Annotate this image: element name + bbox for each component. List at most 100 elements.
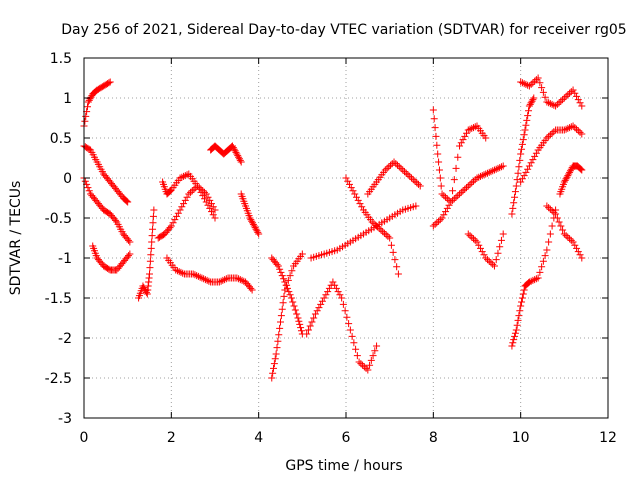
series-arc-h <box>163 254 256 294</box>
data-point <box>482 254 490 262</box>
data-point <box>435 217 443 225</box>
series-arc-y <box>556 162 586 198</box>
data-point <box>483 256 491 264</box>
data-point <box>270 364 278 372</box>
data-point <box>273 260 281 268</box>
data-point <box>406 172 414 180</box>
data-point <box>509 204 517 212</box>
data-point <box>532 76 540 84</box>
data-point <box>522 121 530 129</box>
data-point <box>285 288 293 296</box>
data-point <box>430 115 438 123</box>
data-point <box>449 187 457 195</box>
data-point <box>221 276 229 284</box>
data-point <box>560 94 568 102</box>
data-point <box>452 164 460 172</box>
data-point <box>146 264 154 272</box>
data-point <box>560 126 568 134</box>
data-point <box>123 197 131 205</box>
data-point <box>84 98 92 106</box>
data-point <box>550 101 558 109</box>
data-point <box>473 238 481 246</box>
data-point <box>141 285 149 293</box>
data-point <box>485 168 493 176</box>
data-point <box>473 174 481 182</box>
data-point <box>552 210 560 218</box>
data-point <box>81 117 89 125</box>
data-point <box>147 251 155 259</box>
data-point <box>531 77 539 85</box>
data-point <box>180 172 188 180</box>
data-point <box>209 211 217 219</box>
data-point <box>217 277 225 285</box>
data-point <box>571 241 579 249</box>
data-point <box>273 344 281 352</box>
data-point <box>546 131 554 139</box>
data-point <box>318 297 326 305</box>
data-point <box>546 230 554 238</box>
data-point <box>149 212 157 220</box>
data-point <box>111 216 119 224</box>
data-point <box>196 273 204 281</box>
data-point <box>566 168 574 176</box>
data-point <box>364 366 372 374</box>
data-point <box>172 266 180 274</box>
data-point <box>191 271 199 279</box>
series-arc-p <box>364 158 424 198</box>
data-point <box>464 126 472 134</box>
data-point <box>499 230 507 238</box>
data-point <box>524 165 532 173</box>
data-point <box>414 180 422 188</box>
data-point <box>494 164 502 172</box>
data-point <box>520 80 528 88</box>
data-point <box>176 174 184 182</box>
data-point <box>442 193 450 201</box>
data-point <box>149 219 157 227</box>
data-point <box>297 324 305 332</box>
data-point <box>332 284 340 292</box>
x-tick-label: 12 <box>599 430 617 446</box>
data-point <box>367 356 375 364</box>
y-tick-label: -2 <box>58 331 72 347</box>
data-point <box>408 174 415 182</box>
data-point <box>293 310 301 318</box>
data-point <box>562 175 570 183</box>
data-point <box>219 276 227 284</box>
data-point <box>83 103 91 111</box>
data-point <box>578 166 586 174</box>
data-point <box>286 272 294 280</box>
data-point <box>526 100 534 108</box>
data-point <box>183 171 191 179</box>
data-point <box>529 276 537 284</box>
data-point <box>457 139 465 147</box>
data-point <box>443 204 451 212</box>
data-point <box>347 184 355 192</box>
data-point <box>564 124 572 132</box>
data-point <box>569 86 577 94</box>
data-point <box>522 168 530 176</box>
data-point <box>511 188 519 196</box>
data-point <box>230 145 238 153</box>
data-point <box>381 166 389 174</box>
data-point <box>229 144 237 152</box>
data-point <box>576 251 584 259</box>
data-point <box>447 198 455 206</box>
data-point <box>564 91 572 99</box>
data-point <box>445 201 453 209</box>
data-point <box>179 269 187 277</box>
data-point <box>181 172 189 180</box>
data-point <box>303 330 311 338</box>
data-point <box>362 364 370 372</box>
data-point <box>372 221 380 229</box>
data-point <box>565 170 573 178</box>
data-point <box>331 281 339 289</box>
data-point <box>496 243 504 251</box>
data-point <box>358 203 366 211</box>
data-point <box>382 231 390 239</box>
data-point <box>438 190 446 198</box>
series-arc-l <box>268 254 306 338</box>
chart-title: Day 256 of 2021, Sidereal Day-to-day VTE… <box>61 22 626 38</box>
data-point <box>199 192 207 200</box>
data-point <box>197 188 205 196</box>
